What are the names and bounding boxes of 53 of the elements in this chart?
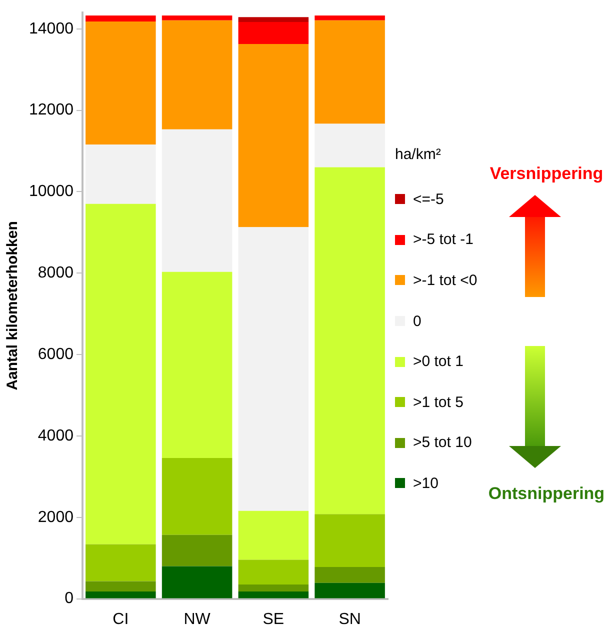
bar bbox=[238, 227, 309, 511]
y-tick-label: 4000 bbox=[38, 427, 74, 444]
bar bbox=[162, 129, 232, 272]
bar bbox=[238, 591, 309, 598]
bar bbox=[86, 544, 156, 582]
legend-label: >10 bbox=[413, 474, 438, 492]
legend-title: ha/km² bbox=[395, 146, 442, 163]
bar bbox=[162, 15, 232, 20]
legend-label: <=-5 bbox=[413, 190, 444, 208]
bar bbox=[86, 591, 156, 598]
bar bbox=[162, 566, 232, 598]
bar bbox=[162, 458, 232, 535]
bar bbox=[314, 582, 385, 598]
text: Ontsnippering bbox=[487, 484, 606, 504]
x-tick-label: CI bbox=[112, 610, 129, 628]
bar bbox=[314, 15, 385, 20]
y-axis-title: Aantal kilometerhokken bbox=[4, 221, 22, 390]
bar bbox=[238, 17, 309, 22]
x-tick-label: SE bbox=[262, 610, 284, 628]
y-tick-label: 10000 bbox=[28, 183, 74, 200]
bar bbox=[314, 514, 385, 568]
bar bbox=[314, 567, 385, 583]
legend-label: >-5 tot -1 bbox=[413, 231, 474, 248]
legend-label: >5 tot 10 bbox=[413, 434, 472, 452]
legend-label: >1 tot 5 bbox=[413, 394, 464, 411]
bar bbox=[314, 124, 385, 168]
legend-label: 0 bbox=[413, 312, 422, 330]
bar bbox=[162, 534, 232, 566]
y-tick-label: 14000 bbox=[28, 20, 74, 38]
bar bbox=[86, 22, 156, 144]
text: Versnippering bbox=[488, 164, 604, 184]
y-tick-label: 0 bbox=[64, 590, 74, 608]
bar bbox=[162, 272, 232, 458]
x-tick-label: SN bbox=[338, 610, 361, 628]
y-tick-label: 6000 bbox=[38, 346, 74, 363]
bar bbox=[86, 581, 156, 592]
bar bbox=[314, 20, 385, 124]
bar bbox=[238, 560, 309, 585]
bar bbox=[238, 510, 309, 560]
bar bbox=[238, 22, 309, 44]
x-tick-label: NW bbox=[184, 610, 212, 628]
legend-label: >-1 tot <0 bbox=[413, 272, 478, 289]
bar bbox=[238, 44, 309, 228]
bar bbox=[86, 204, 156, 544]
legend-label: >0 tot 1 bbox=[413, 353, 464, 370]
bar bbox=[314, 167, 385, 514]
y-tick-label: 2000 bbox=[38, 508, 74, 526]
y-tick-label: 12000 bbox=[28, 102, 74, 119]
y-tick-label: 8000 bbox=[38, 264, 74, 282]
bar bbox=[86, 15, 156, 22]
bar bbox=[238, 584, 309, 592]
bar bbox=[86, 144, 156, 204]
bar bbox=[162, 20, 232, 130]
